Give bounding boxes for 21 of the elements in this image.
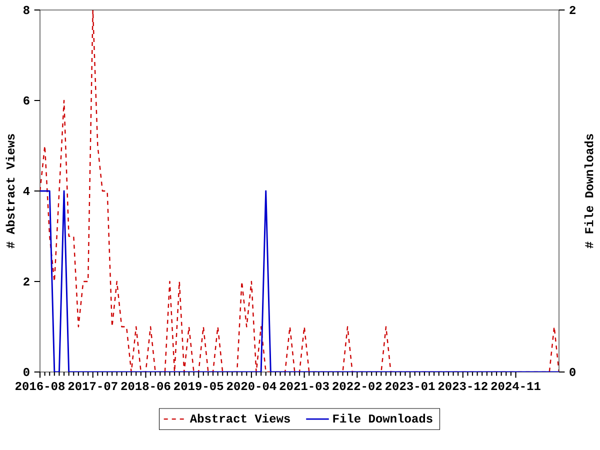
x-tick-label: 2023-12 <box>438 382 488 390</box>
x-tick-label: 2022-02 <box>332 382 382 390</box>
y2-tick-label: 0 <box>570 368 576 376</box>
y-tick-label: 6 <box>24 96 30 105</box>
y-tick-label: 8 <box>23 6 30 14</box>
y2-axis-title: # File Downloads <box>584 134 594 248</box>
legend-label: Abstract Views <box>190 414 290 423</box>
x-tick-label: 2019-05 <box>174 382 224 390</box>
x-tick-label: 2016-08 <box>16 382 65 390</box>
x-tick-label: 2020-04 <box>226 382 276 390</box>
y-axis-title: # Abstract Views <box>6 134 15 248</box>
y-tick-label: 2 <box>24 277 30 286</box>
legend-label: File Downloads <box>333 414 432 423</box>
x-tick-label: 2017-07 <box>68 382 118 390</box>
y-tick-label: 4 <box>23 187 30 195</box>
x-tick-label: 2021-03 <box>280 382 329 390</box>
x-tick-label: 2018-06 <box>121 382 170 390</box>
y-tick-label: 0 <box>24 368 30 376</box>
x-tick-label: 2024-11 <box>491 382 540 390</box>
y2-tick-label: 2 <box>570 6 576 14</box>
x-tick-label: 2023-01 <box>386 382 435 390</box>
